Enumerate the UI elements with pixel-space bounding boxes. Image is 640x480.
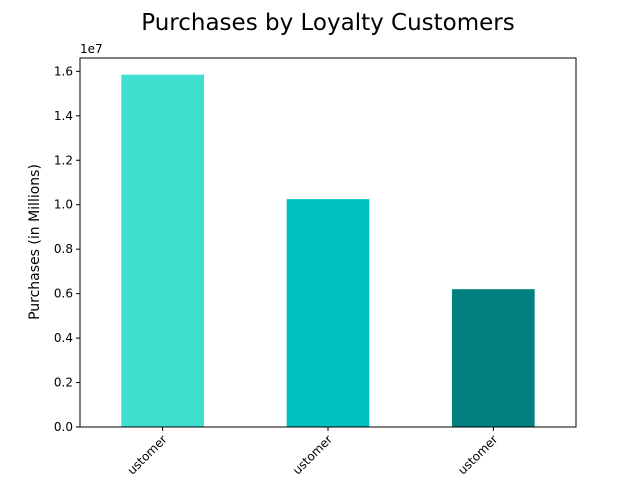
y-tick-label-1: 0.2 xyxy=(54,376,73,390)
bar-2 xyxy=(286,199,370,427)
x-axis-ticks: ustomer ustomer ustomer xyxy=(125,427,500,477)
y-tick-label-0: 0.0 xyxy=(54,420,73,434)
chart-title: Purchases by Loyalty Customers xyxy=(141,10,514,36)
x-tick-label-1: ustomer xyxy=(125,432,170,477)
bars-group xyxy=(121,74,535,427)
x-tick-label-2: ustomer xyxy=(290,432,335,477)
plot-frame xyxy=(79,57,577,428)
y-tick-label-8: 1.6 xyxy=(54,64,73,78)
y-axis-scale-label: 1e7 xyxy=(80,42,103,56)
y-tick-label-5: 1.0 xyxy=(54,198,73,212)
y-tick-label-2: 0.4 xyxy=(54,331,73,345)
y-tick-label-4: 0.8 xyxy=(54,242,73,256)
y-tick-label-3: 0.6 xyxy=(54,287,73,301)
bar-3 xyxy=(452,289,535,427)
bar-1 xyxy=(121,74,204,427)
y-axis-ticks: 0.0 0.2 0.4 0.6 0.8 1.0 1.2 1.4 1.6 xyxy=(54,64,80,434)
y-tick-label-6: 1.2 xyxy=(54,153,73,167)
y-tick-label-7: 1.4 xyxy=(54,109,73,123)
x-tick-label-3: ustomer xyxy=(455,432,500,477)
y-axis-label: Purchases (in Millions) xyxy=(27,164,43,320)
